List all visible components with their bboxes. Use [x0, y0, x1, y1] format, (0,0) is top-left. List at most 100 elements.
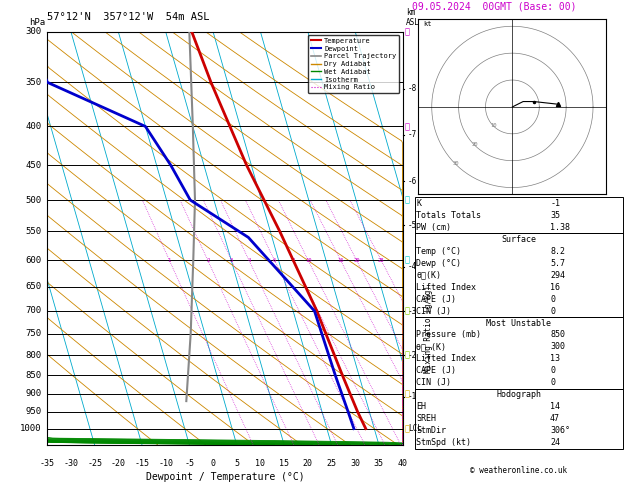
Text: StmSpd (kt): StmSpd (kt) [416, 438, 471, 448]
Text: ⋘: ⋘ [404, 195, 409, 205]
Text: -5: -5 [184, 459, 194, 468]
Text: CIN (J): CIN (J) [416, 307, 452, 315]
Text: 8: 8 [291, 258, 295, 262]
Text: 10: 10 [305, 258, 311, 262]
Text: SREH: SREH [416, 415, 437, 423]
Text: Mixing Ratio (g/kg): Mixing Ratio (g/kg) [424, 285, 433, 373]
Text: CAPE (J): CAPE (J) [416, 366, 457, 376]
Text: Surface: Surface [501, 235, 537, 243]
Text: ⋘: ⋘ [404, 350, 409, 360]
Text: -8: -8 [408, 85, 417, 93]
Text: ⋘: ⋘ [404, 424, 409, 433]
Text: StmDir: StmDir [416, 426, 447, 435]
Text: 0: 0 [550, 366, 555, 376]
Text: -30: -30 [64, 459, 79, 468]
Text: 1000: 1000 [20, 424, 42, 433]
Text: K: K [416, 199, 421, 208]
Text: 6: 6 [273, 258, 276, 262]
Text: 300: 300 [26, 27, 42, 36]
Text: km
ASL: km ASL [406, 8, 420, 27]
Text: 850: 850 [550, 330, 565, 340]
Text: ⋘: ⋘ [404, 27, 409, 36]
Text: 57°12'N  357°12'W  54m ASL: 57°12'N 357°12'W 54m ASL [47, 12, 209, 22]
Text: 800: 800 [26, 350, 42, 360]
Text: -3: -3 [408, 307, 417, 316]
Text: 1.38: 1.38 [550, 223, 570, 232]
Text: 0: 0 [550, 307, 555, 315]
Text: 09.05.2024  00GMT (Base: 00): 09.05.2024 00GMT (Base: 00) [412, 1, 577, 12]
Text: 13: 13 [550, 354, 560, 364]
Text: 25: 25 [326, 459, 337, 468]
Text: 3: 3 [230, 258, 233, 262]
Text: 15: 15 [279, 459, 289, 468]
Text: 650: 650 [26, 282, 42, 291]
Text: 700: 700 [26, 307, 42, 315]
Text: -4: -4 [408, 262, 417, 271]
Text: CIN (J): CIN (J) [416, 379, 452, 387]
Text: 900: 900 [26, 389, 42, 399]
Text: Lifted Index: Lifted Index [416, 282, 476, 292]
Text: 8.2: 8.2 [550, 246, 565, 256]
Text: -15: -15 [135, 459, 150, 468]
Text: -10: -10 [158, 459, 173, 468]
Text: 24: 24 [550, 438, 560, 448]
Text: Temp (°C): Temp (°C) [416, 246, 462, 256]
Text: 30: 30 [453, 161, 459, 166]
Text: -1: -1 [408, 392, 417, 401]
Text: 300: 300 [550, 343, 565, 351]
Text: -2: -2 [408, 351, 417, 360]
Text: 400: 400 [26, 122, 42, 131]
Text: Lifted Index: Lifted Index [416, 354, 476, 364]
Text: 20: 20 [353, 258, 360, 262]
Text: 0: 0 [211, 459, 216, 468]
Text: 16: 16 [550, 282, 560, 292]
Text: 28: 28 [378, 258, 384, 262]
Text: -5: -5 [408, 221, 417, 230]
Text: 950: 950 [26, 407, 42, 416]
Text: 306°: 306° [550, 426, 570, 435]
Text: ⋘: ⋘ [404, 389, 409, 399]
Text: 5: 5 [234, 459, 239, 468]
Text: 35: 35 [374, 459, 384, 468]
Text: LCL: LCL [408, 424, 422, 433]
Text: EH: EH [416, 402, 426, 412]
Text: 35: 35 [550, 210, 560, 220]
Text: 16: 16 [337, 258, 344, 262]
Text: 10: 10 [491, 123, 497, 128]
Text: 20: 20 [472, 142, 478, 147]
Text: 2: 2 [206, 258, 209, 262]
Text: 550: 550 [26, 227, 42, 236]
Text: ⋘: ⋘ [404, 122, 409, 131]
Text: -7: -7 [408, 130, 417, 139]
Text: -35: -35 [40, 459, 55, 468]
Text: Pressure (mb): Pressure (mb) [416, 330, 481, 340]
Legend: Temperature, Dewpoint, Parcel Trajectory, Dry Adiabat, Wet Adiabat, Isotherm, Mi: Temperature, Dewpoint, Parcel Trajectory… [308, 35, 399, 93]
Text: 20: 20 [303, 459, 313, 468]
Text: 30: 30 [350, 459, 360, 468]
Text: © weatheronline.co.uk: © weatheronline.co.uk [470, 466, 567, 475]
Text: kt: kt [424, 21, 432, 27]
Text: 0: 0 [550, 379, 555, 387]
Text: 850: 850 [26, 370, 42, 380]
Text: θᴇ(K): θᴇ(K) [416, 271, 442, 279]
Text: 10: 10 [255, 459, 265, 468]
Text: 500: 500 [26, 195, 42, 205]
Text: 14: 14 [550, 402, 560, 412]
Text: 47: 47 [550, 415, 560, 423]
Text: -25: -25 [87, 459, 102, 468]
Text: 750: 750 [26, 329, 42, 338]
Text: hPa: hPa [30, 18, 45, 27]
Text: θᴇ (K): θᴇ (K) [416, 343, 447, 351]
Text: -20: -20 [111, 459, 126, 468]
Text: 450: 450 [26, 161, 42, 170]
Text: Dewp (°C): Dewp (°C) [416, 259, 462, 268]
Text: 350: 350 [26, 78, 42, 87]
Text: -1: -1 [550, 199, 560, 208]
Text: 5.7: 5.7 [550, 259, 565, 268]
Text: Totals Totals: Totals Totals [416, 210, 481, 220]
Text: 4: 4 [247, 258, 250, 262]
Text: 40: 40 [398, 459, 408, 468]
Text: 1: 1 [168, 258, 171, 262]
Text: Dewpoint / Temperature (°C): Dewpoint / Temperature (°C) [145, 471, 304, 482]
Text: ⋘: ⋘ [404, 307, 409, 315]
